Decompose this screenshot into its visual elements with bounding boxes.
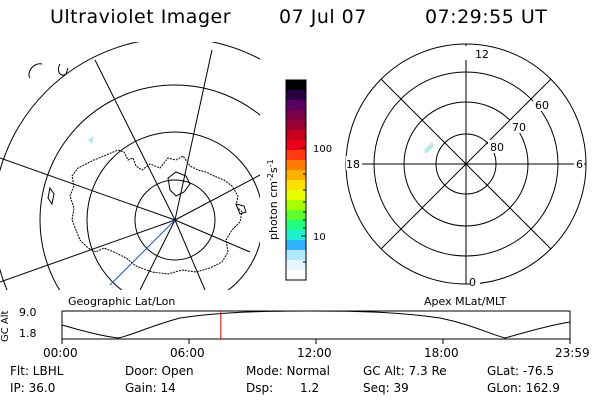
seq-readout: Seq: 39 bbox=[363, 381, 409, 395]
meridian bbox=[174, 174, 260, 221]
label-bg bbox=[510, 120, 530, 133]
colorbar-tick-label: 100 bbox=[313, 144, 332, 155]
mlt-label-12: 12 bbox=[475, 48, 489, 61]
colorbar-tick-label: 10 bbox=[313, 232, 326, 243]
meridian bbox=[0, 219, 176, 283]
x-tick-1200: 12:00 bbox=[297, 346, 332, 360]
altitude-ylabel: GC Alt bbox=[0, 310, 11, 342]
colorbar-segment bbox=[286, 200, 306, 211]
altitude-x-ticks bbox=[61, 339, 571, 344]
colorbar-segment bbox=[286, 80, 306, 91]
altitude-ytick-min: 1.8 bbox=[19, 327, 37, 340]
x-tick-2359: 23:59 bbox=[555, 346, 590, 360]
ice-shelf-outline bbox=[167, 171, 191, 197]
label-bg bbox=[346, 156, 362, 170]
mlat-label-80: 80 bbox=[490, 141, 504, 154]
left-map-caption: Geographic Lat/Lon bbox=[68, 295, 176, 308]
colorbar-segment bbox=[286, 240, 306, 251]
colorbar-segment bbox=[286, 230, 306, 241]
observation-time: 07:29:55 UT bbox=[425, 6, 548, 28]
colorbar-unit-label: photon cm-2s-1 bbox=[266, 159, 280, 240]
continent-fragment bbox=[57, 63, 69, 76]
geographic-map bbox=[0, 42, 260, 290]
colorbar-frame bbox=[285, 79, 307, 281]
colorbar-segment bbox=[286, 190, 306, 201]
glat-readout: GLat: -76.5 bbox=[487, 364, 554, 378]
lat-circle-3 bbox=[39, 84, 260, 290]
ip-readout: IP: 36.0 bbox=[10, 381, 56, 395]
mlat-label-70: 70 bbox=[512, 121, 526, 134]
door-readout: Door: Open bbox=[125, 364, 194, 378]
dsp-value: 1.2 bbox=[300, 381, 320, 395]
continent-fragment bbox=[28, 63, 43, 79]
colorbar-segment bbox=[286, 160, 306, 171]
mode-readout: Mode: Normal bbox=[246, 364, 330, 378]
antarctica-coastline bbox=[69, 149, 243, 275]
glon-readout: GLon: 162.9 bbox=[487, 381, 560, 395]
altitude-curve bbox=[61, 310, 571, 339]
lat-circle-2 bbox=[86, 131, 260, 290]
label-bg bbox=[574, 156, 584, 170]
colorbar-segment bbox=[286, 100, 306, 111]
colorbar-segment bbox=[286, 110, 306, 121]
colorbar-segment bbox=[286, 220, 306, 231]
label-bg bbox=[460, 46, 474, 60]
aurora-emission bbox=[424, 142, 434, 154]
meridian bbox=[174, 49, 213, 221]
colorbar-segment bbox=[286, 250, 306, 261]
colorbar-segment bbox=[286, 120, 306, 131]
x-tick-1800: 18:00 bbox=[424, 346, 459, 360]
meridian bbox=[0, 157, 176, 221]
colorbar-segment bbox=[286, 270, 306, 281]
meridian bbox=[174, 219, 251, 253]
altitude-ytick-max: 9.0 bbox=[19, 306, 37, 319]
mlt-diagonal bbox=[380, 78, 552, 250]
aurora-emission bbox=[88, 136, 94, 144]
filter-readout: Flt: LBHL bbox=[10, 364, 64, 378]
island-outline bbox=[47, 186, 55, 206]
mlt-label-18: 18 bbox=[346, 158, 360, 171]
colorbar-segment bbox=[286, 260, 306, 271]
observation-date: 07 Jul 07 bbox=[279, 6, 367, 28]
colorbar-segment bbox=[286, 130, 306, 141]
meridian bbox=[94, 59, 176, 221]
satellite-track-line bbox=[109, 219, 176, 286]
lat-circle-1 bbox=[134, 179, 216, 261]
colorbar-segment bbox=[286, 170, 306, 181]
dsp-label: Dsp: bbox=[246, 381, 274, 395]
colorbar-ticks bbox=[301, 89, 306, 263]
mlt-label-0: 0 bbox=[469, 276, 476, 289]
meridian bbox=[174, 219, 206, 290]
x-tick-0600: 06:00 bbox=[170, 346, 205, 360]
apex-polar-grid bbox=[345, 43, 587, 285]
mlat-label-60: 60 bbox=[535, 99, 549, 112]
colorbar-segment bbox=[286, 180, 306, 191]
mlt-label-6: 6 bbox=[576, 158, 583, 171]
label-bg bbox=[470, 274, 480, 287]
colorbar-segment bbox=[286, 90, 306, 101]
instrument-title: Ultraviolet Imager bbox=[50, 6, 232, 28]
meridian bbox=[139, 219, 176, 290]
colorbar-segment bbox=[286, 140, 306, 151]
gc-alt-readout: GC Alt: 7.3 Re bbox=[363, 364, 447, 378]
x-tick-0000: 00:00 bbox=[43, 346, 78, 360]
label-bg bbox=[488, 140, 508, 153]
island-outline bbox=[235, 203, 247, 215]
label-bg bbox=[533, 98, 553, 111]
gain-readout: Gain: 14 bbox=[125, 381, 176, 395]
right-map-caption: Apex MLat/MLT bbox=[424, 295, 507, 308]
colorbar-segment bbox=[286, 150, 306, 161]
colorbar bbox=[286, 80, 306, 281]
colorbar-segment bbox=[286, 210, 306, 221]
